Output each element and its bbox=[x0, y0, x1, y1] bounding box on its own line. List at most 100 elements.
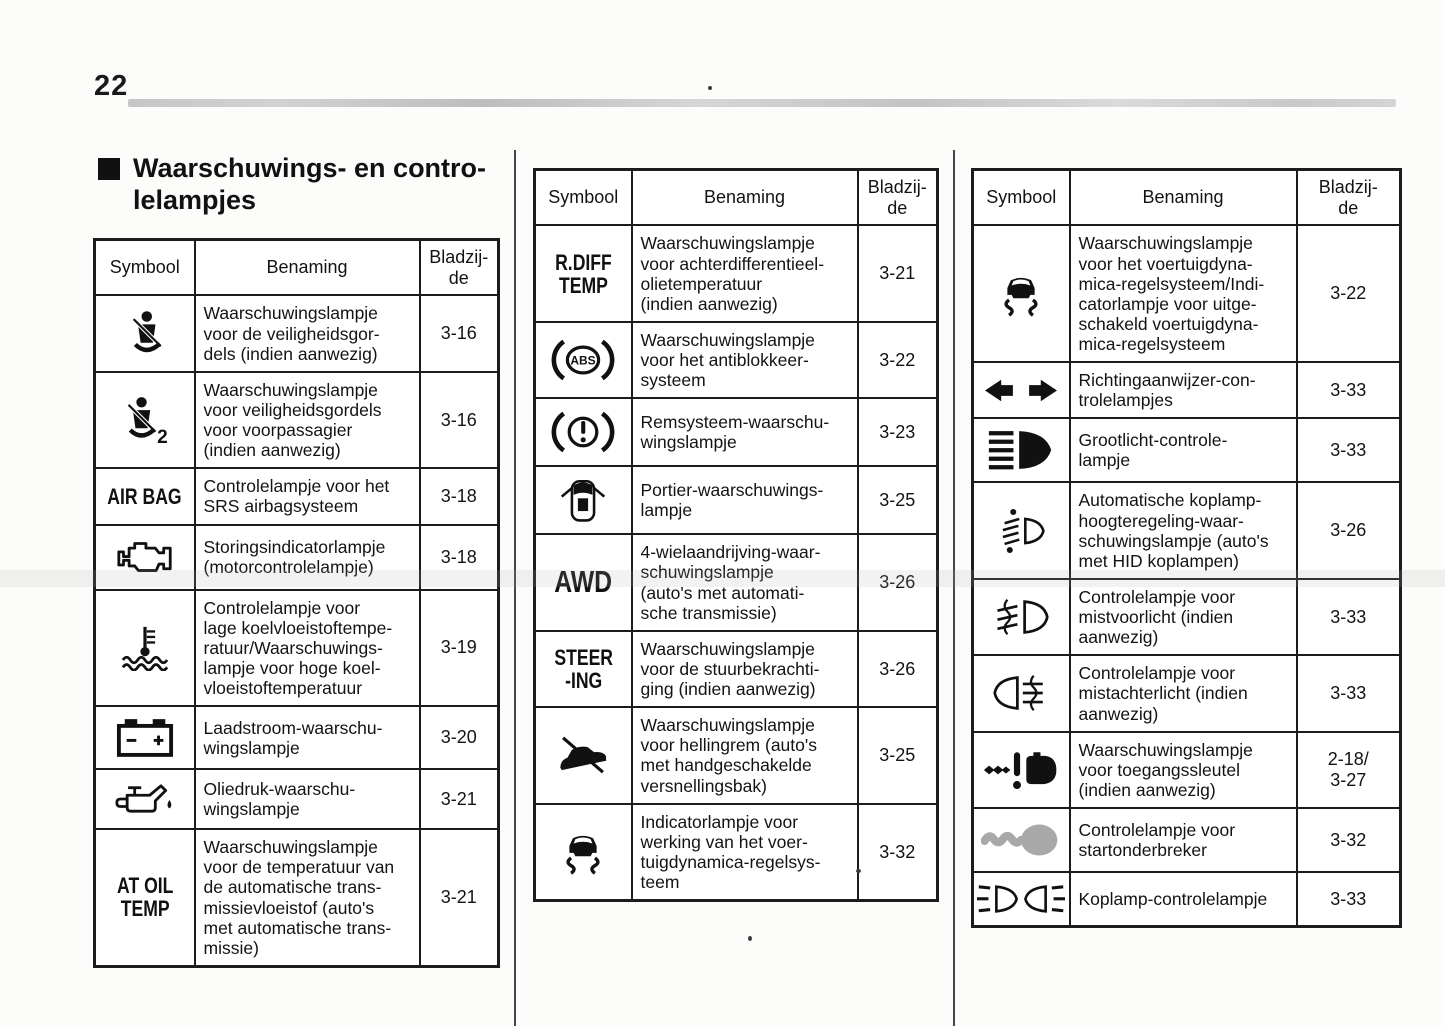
table-row: ABS Waarschuwingslampje voor het antiblok… bbox=[533, 320, 939, 400]
svg-text:ABS: ABS bbox=[571, 354, 596, 368]
lamp-name-cell: Controlelampje voor het SRS airbagsystee… bbox=[193, 467, 421, 526]
symbol-cell bbox=[971, 807, 1071, 873]
top-rule-divider bbox=[128, 99, 1396, 107]
page-reference-cell: 3-33 bbox=[1295, 577, 1402, 657]
table-row: Waarschuwingslampje voor toegangssleutel… bbox=[971, 730, 1402, 810]
warning-lamps-table-left: Symbool Benaming Bladzij- de Waarschuwingsl… bbox=[93, 238, 500, 968]
lamp-name-cell: Waarschuwingslampje voor achterdifferent… bbox=[630, 224, 859, 323]
column-header-bladzijde: Bladzij- de bbox=[856, 168, 939, 227]
symbol-cell bbox=[533, 465, 633, 536]
page-number: 22 bbox=[94, 70, 129, 102]
column-header-symbol: Symbool bbox=[93, 238, 196, 297]
lamp-name-cell: Storingsindicatorlampje (motorcontrolela… bbox=[193, 523, 421, 591]
svg-text:2: 2 bbox=[157, 427, 168, 445]
symbol-cell bbox=[971, 417, 1071, 484]
lamp-name-cell: Waarschuwingslampje voor toegangssleutel… bbox=[1068, 730, 1298, 810]
table-row: Controlelampje voor lage koelvloeistofte… bbox=[93, 588, 500, 708]
door-open-icon bbox=[559, 480, 607, 522]
page-reference-cell: 3-23 bbox=[856, 397, 939, 468]
table-row: Controlelampje voor startonderbreker 3-32 bbox=[971, 807, 1402, 873]
table-row: AT OIL TEMP Waarschuwingslampje voor de t… bbox=[93, 828, 500, 968]
access-key-warning-icon bbox=[982, 752, 1060, 789]
scan-speck bbox=[856, 869, 861, 873]
lamp-name-cell: Waarschuwingslampje voor het antiblokkee… bbox=[630, 320, 859, 400]
symbol-cell bbox=[93, 294, 196, 373]
seatbelt-passenger-warning-icon: 2 bbox=[119, 396, 171, 448]
table-row: Waarschuwingslampje voor het voertuigdyn… bbox=[971, 224, 1402, 364]
symbol-cell bbox=[533, 397, 633, 468]
column-divider-rule bbox=[953, 150, 955, 1026]
page-reference-cell: 3-32 bbox=[1295, 807, 1402, 873]
page-reference-cell: 3-20 bbox=[418, 705, 500, 771]
lamp-name-cell: Waarschuwingslampje voor de veiligheidsg… bbox=[193, 294, 421, 373]
symbol-cell bbox=[971, 224, 1071, 364]
page-reference-cell: 3-26 bbox=[1295, 481, 1402, 580]
lamp-name-cell: Waarschuwingslampje voor veiligheidsgord… bbox=[193, 370, 421, 470]
lamp-name-cell: Controlelampje voor lage koelvloeistofte… bbox=[193, 588, 421, 708]
symbol-cell: R.DIFF TEMP bbox=[533, 224, 633, 323]
table-row: Waarschuwingslampje voor de veiligheidsg… bbox=[93, 294, 500, 373]
table-row: Oliedruk-waarschu- wingslampje 3-21 bbox=[93, 768, 500, 831]
symbol-cell bbox=[971, 481, 1071, 580]
page-reference-cell: 3-19 bbox=[418, 588, 500, 708]
page-reference-cell: 3-25 bbox=[856, 465, 939, 536]
battery-charge-icon bbox=[116, 719, 174, 757]
lamp-name-cell: Waarschuwingslampje voor de temperatuur … bbox=[193, 828, 421, 968]
front-fog-light-icon bbox=[992, 599, 1050, 636]
symbol-cell: 2 bbox=[93, 370, 196, 470]
brake-warning-icon bbox=[549, 411, 617, 453]
page-reference-cell: 2-18/ 3-27 bbox=[1295, 730, 1402, 810]
warning-lamps-table-middle: Symbool Benaming Bladzij- de R.DIFF TEMP Waa… bbox=[533, 168, 939, 903]
table-row: Richtingaanwijzer-con- trolelampjes 3-33 bbox=[971, 361, 1402, 420]
symbol-cell bbox=[93, 523, 196, 591]
lamp-name-cell: Indicatorlampje voor werking van het voe… bbox=[630, 802, 859, 902]
lamp-name-cell: Controlelampje voor startonderbreker bbox=[1068, 807, 1298, 873]
table-row: 2 Waarschuwingslampje voor veiligheidsgor… bbox=[93, 370, 500, 470]
table-row: Remsysteem-waarschu- wingslampje 3-23 bbox=[533, 397, 939, 468]
abs-warning-icon: ABS bbox=[549, 339, 617, 381]
column-header-bladzijde: Bladzij- de bbox=[1295, 168, 1402, 227]
symbol-cell bbox=[93, 588, 196, 708]
lamp-name-cell: Grootlicht-controle- lampje bbox=[1068, 417, 1298, 484]
warning-lamps-table-right: Symbool Benaming Bladzij- de Waarschuwingsl… bbox=[971, 168, 1402, 928]
table-row: Waarschuwingslampje voor hellingrem (aut… bbox=[533, 706, 939, 805]
lamp-name-cell: 4-wielaandrijving-waar- schuwingslampje … bbox=[630, 533, 859, 632]
table-row: Controlelampje voor mistvoorlicht (indie… bbox=[971, 577, 1402, 657]
lamp-name-cell: Richtingaanwijzer-con- trolelampjes bbox=[1068, 361, 1298, 420]
lamp-name-cell: Controlelampje voor mistachterlicht (ind… bbox=[1068, 654, 1298, 733]
symbol-text-label: R.DIFF TEMP bbox=[554, 249, 612, 298]
symbol-text-label: AIR BAG bbox=[107, 483, 182, 509]
symbol-text-label: AT OIL TEMP bbox=[116, 873, 173, 922]
hill-holder-icon bbox=[554, 736, 612, 774]
symbol-cell bbox=[971, 577, 1071, 657]
column-header-symbol: Symbool bbox=[971, 168, 1071, 227]
symbol-cell bbox=[971, 871, 1071, 928]
page-reference-cell: 3-26 bbox=[856, 533, 939, 632]
page-reference-cell: 3-21 bbox=[418, 768, 500, 831]
scan-artifact-band bbox=[0, 570, 1445, 587]
warning-lamp-table: Symbool Benaming Bladzij- de Waarschuwingsl… bbox=[971, 168, 1402, 928]
section-heading: Waarschuwings- en contro- lelampjes bbox=[98, 152, 486, 217]
symbol-cell bbox=[533, 706, 633, 805]
page-reference-cell: 3-33 bbox=[1295, 361, 1402, 420]
lamp-name-cell: Oliedruk-waarschu- wingslampje bbox=[193, 768, 421, 831]
column-header-benaming: Benaming bbox=[630, 168, 859, 227]
symbol-cell: AT OIL TEMP bbox=[93, 828, 196, 968]
lamp-name-cell: Waarschuwingslampje voor de stuurbekrach… bbox=[630, 629, 859, 709]
headlight-indicator-icon bbox=[977, 885, 1066, 913]
high-beam-icon bbox=[987, 431, 1055, 470]
coolant-temperature-icon bbox=[119, 626, 171, 672]
column-header-bladzijde: Bladzij- de bbox=[418, 238, 500, 297]
table-row: AWD 4-wielaandrijving-waar- schuwingslamp… bbox=[533, 533, 939, 632]
square-bullet-icon bbox=[98, 158, 120, 180]
page-reference-cell: 3-32 bbox=[856, 802, 939, 902]
column-divider-rule bbox=[514, 150, 516, 1026]
lamp-name-cell: Controlelampje voor mistvoorlicht (indie… bbox=[1068, 577, 1298, 657]
rear-fog-light-icon bbox=[992, 675, 1050, 712]
symbol-cell bbox=[93, 768, 196, 831]
page-reference-cell: 3-16 bbox=[418, 370, 500, 470]
page-reference-cell: 3-21 bbox=[856, 224, 939, 323]
turn-signal-arrows-icon bbox=[983, 379, 1059, 402]
page-reference-cell: 3-18 bbox=[418, 523, 500, 591]
vdc-operation-icon bbox=[560, 835, 606, 875]
